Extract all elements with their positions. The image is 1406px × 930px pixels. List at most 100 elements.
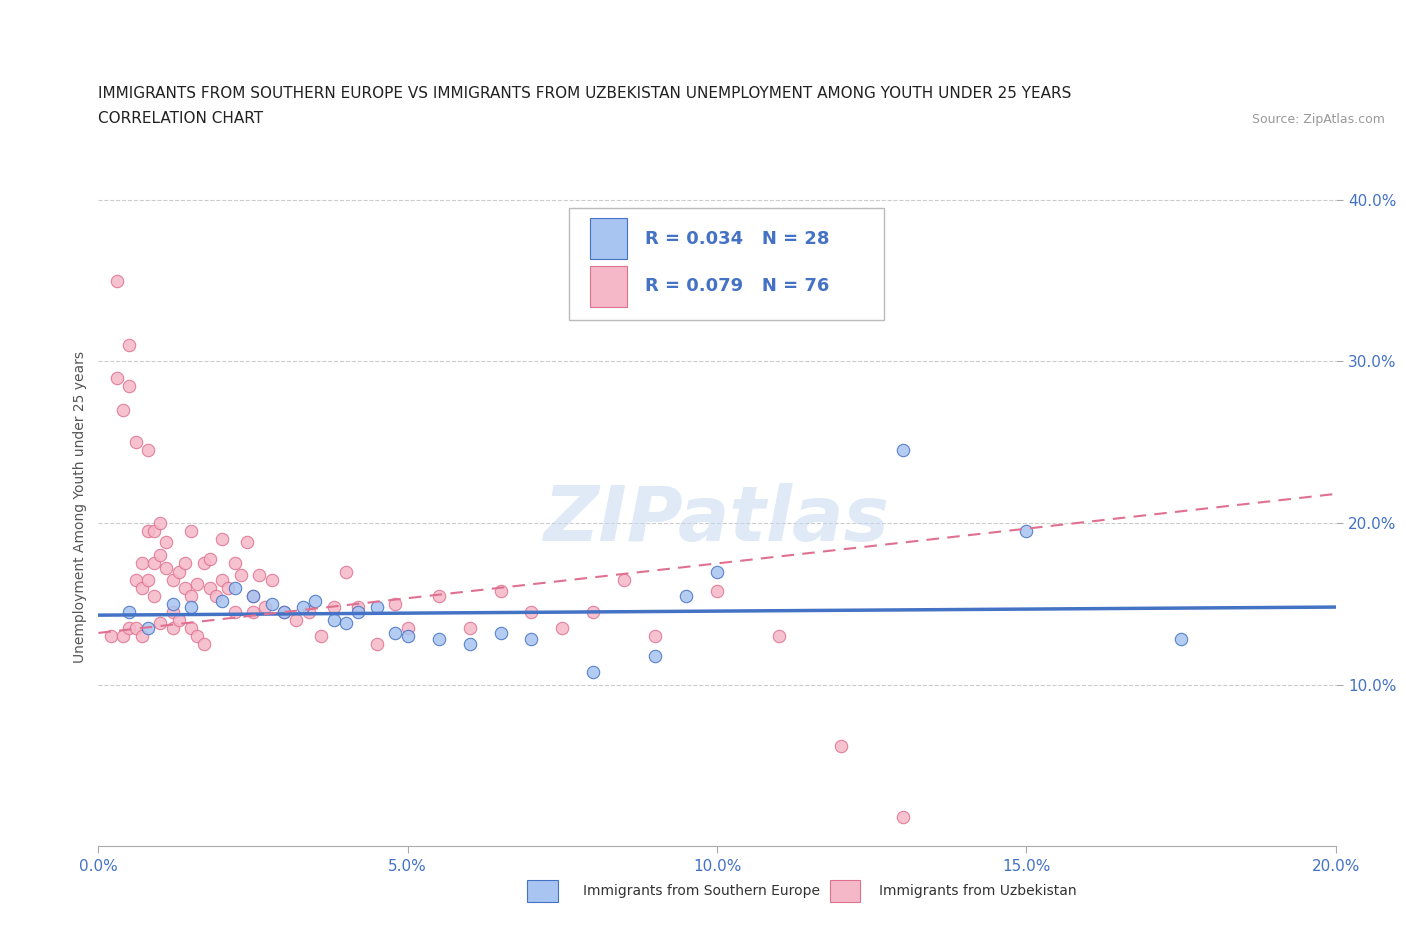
- Point: [242, 604, 264, 619]
- Point: [143, 589, 166, 604]
- Point: [396, 629, 419, 644]
- Text: Immigrants from Southern Europe: Immigrants from Southern Europe: [583, 884, 821, 898]
- Point: [489, 626, 512, 641]
- Point: [260, 572, 283, 587]
- Point: [768, 629, 790, 644]
- Point: [273, 604, 295, 619]
- Point: [105, 273, 128, 288]
- Point: [644, 629, 666, 644]
- Text: Source: ZipAtlas.com: Source: ZipAtlas.com: [1251, 113, 1385, 126]
- Point: [136, 524, 159, 538]
- Point: [143, 556, 166, 571]
- Point: [211, 572, 233, 587]
- Point: [136, 572, 159, 587]
- Point: [224, 556, 246, 571]
- Point: [136, 443, 159, 458]
- Point: [242, 589, 264, 604]
- Point: [180, 600, 202, 615]
- Point: [273, 604, 295, 619]
- Point: [254, 600, 277, 615]
- Point: [205, 589, 228, 604]
- Y-axis label: Unemployment Among Youth under 25 years: Unemployment Among Youth under 25 years: [73, 351, 87, 663]
- Point: [217, 580, 239, 595]
- Point: [124, 572, 146, 587]
- Point: [198, 551, 221, 566]
- Point: [551, 620, 574, 635]
- Point: [118, 379, 141, 393]
- Point: [186, 629, 208, 644]
- Point: [180, 524, 202, 538]
- Point: [260, 596, 283, 611]
- Point: [347, 604, 370, 619]
- Point: [1170, 632, 1192, 647]
- Point: [211, 532, 233, 547]
- Point: [124, 620, 146, 635]
- Point: [285, 613, 308, 628]
- Point: [335, 616, 357, 631]
- Point: [162, 572, 184, 587]
- Point: [384, 626, 406, 641]
- Point: [891, 443, 914, 458]
- Point: [167, 613, 190, 628]
- Point: [155, 535, 177, 550]
- Text: CORRELATION CHART: CORRELATION CHART: [98, 111, 263, 126]
- Point: [335, 565, 357, 579]
- Point: [242, 589, 264, 604]
- Point: [105, 370, 128, 385]
- Point: [131, 580, 153, 595]
- Bar: [589, 266, 627, 307]
- Point: [384, 596, 406, 611]
- Point: [211, 593, 233, 608]
- Point: [322, 600, 344, 615]
- FancyBboxPatch shape: [568, 208, 884, 320]
- Point: [247, 567, 270, 582]
- Text: ZIPatlas: ZIPatlas: [544, 484, 890, 557]
- Point: [149, 515, 172, 530]
- Point: [131, 629, 153, 644]
- Point: [174, 556, 197, 571]
- Point: [582, 604, 605, 619]
- Point: [118, 338, 141, 352]
- Point: [162, 604, 184, 619]
- Point: [155, 561, 177, 576]
- Point: [582, 664, 605, 679]
- Point: [198, 580, 221, 595]
- Point: [180, 620, 202, 635]
- Point: [706, 565, 728, 579]
- Point: [193, 637, 215, 652]
- Point: [322, 613, 344, 628]
- Point: [644, 648, 666, 663]
- Point: [143, 524, 166, 538]
- Point: [458, 620, 481, 635]
- Point: [427, 589, 450, 604]
- Point: [180, 589, 202, 604]
- Text: Immigrants from Uzbekistan: Immigrants from Uzbekistan: [879, 884, 1077, 898]
- Point: [520, 632, 543, 647]
- Point: [149, 616, 172, 631]
- Text: R = 0.079   N = 76: R = 0.079 N = 76: [645, 277, 830, 295]
- Point: [162, 620, 184, 635]
- Point: [304, 593, 326, 608]
- Point: [366, 600, 388, 615]
- Point: [186, 577, 208, 591]
- Point: [162, 596, 184, 611]
- Point: [118, 604, 141, 619]
- Point: [224, 604, 246, 619]
- Point: [366, 637, 388, 652]
- Point: [131, 556, 153, 571]
- Point: [489, 583, 512, 598]
- Point: [236, 535, 259, 550]
- Point: [167, 565, 190, 579]
- Bar: [589, 219, 627, 259]
- Point: [112, 403, 135, 418]
- Point: [396, 620, 419, 635]
- Point: [458, 637, 481, 652]
- Text: R = 0.034   N = 28: R = 0.034 N = 28: [645, 230, 830, 247]
- Point: [309, 629, 332, 644]
- Point: [830, 738, 852, 753]
- Point: [347, 600, 370, 615]
- Point: [124, 434, 146, 449]
- Point: [229, 567, 252, 582]
- Point: [520, 604, 543, 619]
- Point: [613, 572, 636, 587]
